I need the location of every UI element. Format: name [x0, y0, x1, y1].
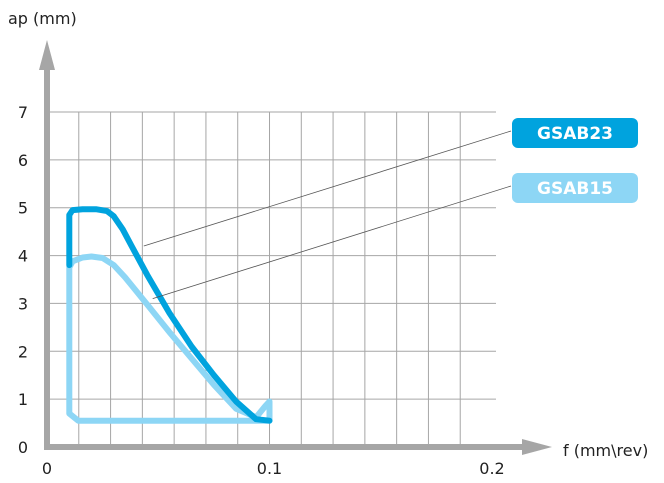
legend-layer: GSAB23 GSAB15	[143, 118, 638, 300]
x-tick-label: 0.1	[257, 459, 282, 478]
y-axis-arrow	[39, 40, 55, 70]
legend-label: GSAB15	[537, 179, 613, 199]
x-tick-label: 0.2	[479, 459, 504, 478]
grid	[47, 111, 496, 447]
y-tick-label: 7	[18, 103, 28, 122]
series-gsab15	[66, 253, 273, 424]
x-axis-title: f (mm\rev)	[563, 441, 648, 460]
x-axis-arrow	[522, 439, 552, 455]
legend-item-gsab23: GSAB23	[143, 118, 638, 247]
series-gsab23	[66, 206, 273, 424]
y-tick-label: 2	[18, 342, 28, 361]
y-tick-label: 3	[18, 294, 28, 313]
y-tick-label: 5	[18, 199, 28, 218]
legend-swatch	[512, 173, 638, 203]
legend-label: GSAB23	[537, 124, 613, 144]
x-tick-label: 0	[42, 459, 52, 478]
y-tick-label: 6	[18, 151, 28, 170]
y-tick-label: 4	[18, 247, 28, 266]
y-axis-title: ap (mm)	[8, 9, 77, 28]
axes	[39, 40, 552, 455]
legend-leader-line	[152, 185, 512, 300]
y-tick-label: 0	[18, 438, 28, 457]
tick-labels: 0 1 2 3 4 5 6 7 0 0.1 0.2	[18, 103, 505, 478]
legend-swatch	[512, 118, 638, 148]
y-tick-label: 1	[18, 390, 28, 409]
legend-leader-line	[143, 130, 512, 247]
legend-item-gsab15: GSAB15	[152, 173, 638, 300]
series-layer	[66, 206, 273, 424]
